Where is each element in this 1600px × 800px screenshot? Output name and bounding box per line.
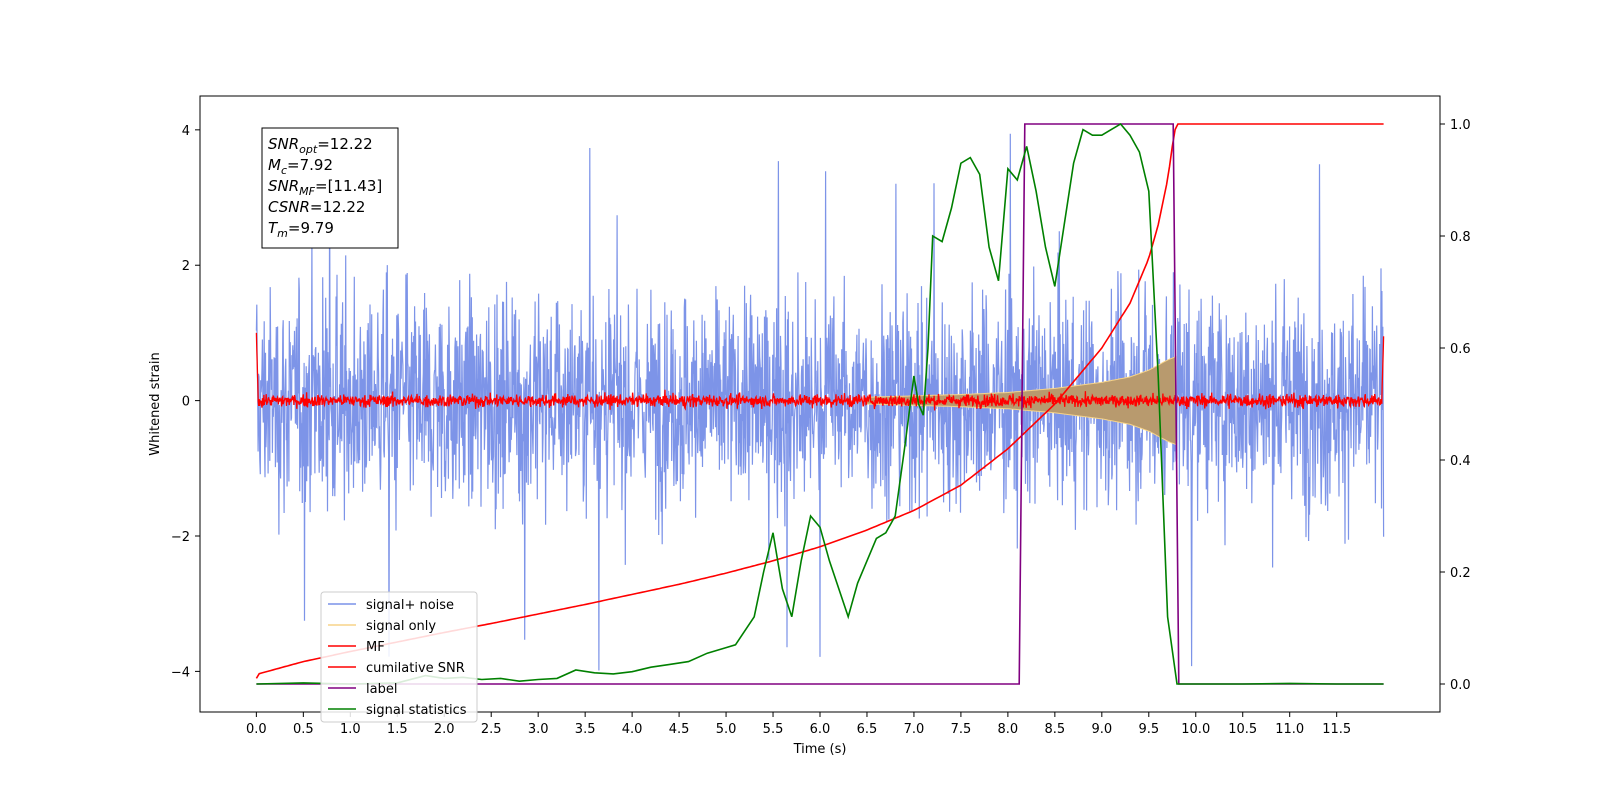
- legend-label: MF: [366, 640, 385, 655]
- x-axis-label: Time (s): [793, 742, 847, 757]
- y-right-tick-label: 0.0: [1450, 678, 1471, 693]
- legend-label: cumilative SNR: [366, 661, 465, 676]
- y-right-tick-label: 0.6: [1450, 342, 1471, 357]
- x-tick-label: 0.5: [293, 722, 314, 737]
- annotation-line: SNRopt=12.22: [268, 135, 373, 156]
- legend-label: signal+ noise: [366, 598, 454, 613]
- x-tick-label: 4.5: [669, 722, 690, 737]
- y-left-tick-label: −4: [171, 665, 190, 680]
- y-left-tick-label: 0: [182, 395, 190, 410]
- x-tick-label: 8.0: [998, 722, 1019, 737]
- annotation-line: SNRMF=[11.43]: [268, 177, 382, 198]
- annotation-line: Tm=9.79: [268, 219, 334, 240]
- x-tick-label: 9.5: [1138, 722, 1159, 737]
- x-tick-label: 10.0: [1181, 722, 1210, 737]
- legend-frame: [320, 591, 478, 723]
- y-axis-label: Whitened strain: [148, 352, 163, 455]
- series-signal-statistics: [256, 122, 1384, 685]
- y-right-tick-label: 0.8: [1450, 230, 1471, 245]
- series-mf: [255, 332, 1385, 411]
- x-tick-label: 2.0: [434, 722, 455, 737]
- x-tick-label: 0.0: [246, 722, 267, 737]
- annotation-line: Mc=7.92: [268, 156, 333, 177]
- x-tick-label: 7.0: [904, 722, 925, 737]
- legend-label: signal only: [366, 619, 436, 634]
- x-tick-label: 5.5: [763, 722, 784, 737]
- x-tick-label: 6.5: [857, 722, 878, 737]
- annotation-frame: [261, 127, 399, 249]
- y-right-tick-label: 1.0: [1450, 118, 1471, 133]
- x-tick-label: 11.0: [1275, 722, 1304, 737]
- x-tick-label: 9.0: [1091, 722, 1112, 737]
- y-right-tick-label: 0.4: [1450, 454, 1471, 469]
- legend-label: signal statistics: [366, 703, 467, 718]
- x-tick-label: 10.5: [1228, 722, 1257, 737]
- x-tick-label: 5.0: [716, 722, 737, 737]
- x-tick-label: 3.0: [528, 722, 549, 737]
- x-tick-label: 3.5: [575, 722, 596, 737]
- x-tick-label: 1.0: [340, 722, 361, 737]
- annotation-line: CSNR=12.22: [268, 198, 365, 216]
- x-tick-label: 4.0: [622, 722, 643, 737]
- series-signal-plus-noise: [255, 133, 1385, 671]
- x-tick-label: 11.5: [1322, 722, 1351, 737]
- y-left-tick-label: −2: [171, 530, 190, 545]
- y-right-tick-label: 0.2: [1450, 566, 1471, 581]
- x-tick-label: 1.5: [387, 722, 408, 737]
- legend-label: label: [366, 682, 397, 697]
- x-tick-label: 8.5: [1045, 722, 1066, 737]
- x-tick-label: 7.5: [951, 722, 972, 737]
- y-left-tick-label: 4: [182, 124, 190, 139]
- axes: 0.0 0.5 1.0 1.5 2.0 2.5 3.0 3.5 4.0 4.5 5.0 5.5 6.0 6…: [171, 118, 1471, 737]
- y-left-tick-label: 2: [182, 259, 190, 274]
- x-tick-label: 2.5: [481, 722, 502, 737]
- legend: signal+ noise signal only MF cumilative SNR…: [320, 591, 478, 723]
- x-tick-label: 6.0: [810, 722, 831, 737]
- metrics-annotation-box: SNRopt=12.22Mc=7.92SNRMF=[11.43]CSNR=12.…: [261, 127, 399, 249]
